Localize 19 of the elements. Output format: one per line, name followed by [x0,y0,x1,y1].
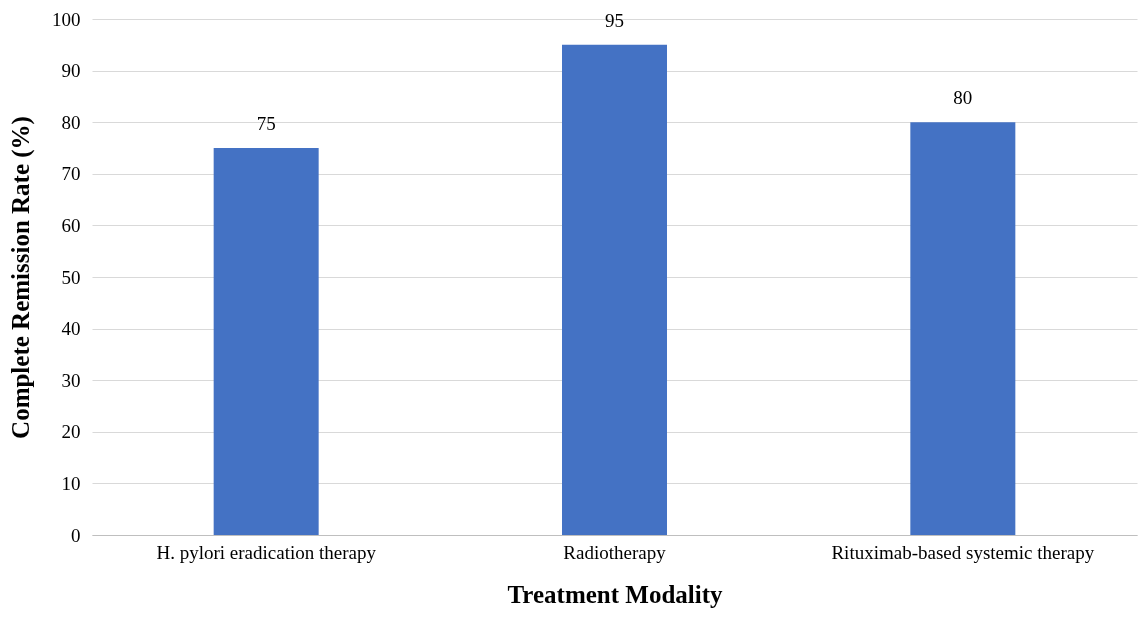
x-axis-title: Treatment Modality [507,580,723,608]
x-tick-label: Rituximab-based systemic therapy [831,541,1095,563]
data-label: 75 [256,113,276,134]
y-axis-title: Complete Remission Rate (%) [7,116,35,439]
y-tick-label: 20 [61,421,81,443]
y-tick-label: 0 [71,524,81,546]
y-tick-label: 50 [61,266,81,288]
y-tick-label: 40 [61,318,81,340]
x-tick-label: Radiotherapy [563,541,667,563]
y-tick-label: 30 [61,369,81,391]
data-label: 95 [605,9,624,31]
data-label: 80 [953,87,973,109]
y-tick-label: 10 [61,472,81,494]
y-tick-label: 90 [61,60,81,82]
x-tick-label: H. pylori eradication therapy [156,541,377,563]
y-tick-label: 70 [61,163,81,185]
y-tick-label: 80 [61,111,81,133]
y-tick-label: 100 [52,8,81,30]
y-tick-label: 60 [61,214,81,236]
